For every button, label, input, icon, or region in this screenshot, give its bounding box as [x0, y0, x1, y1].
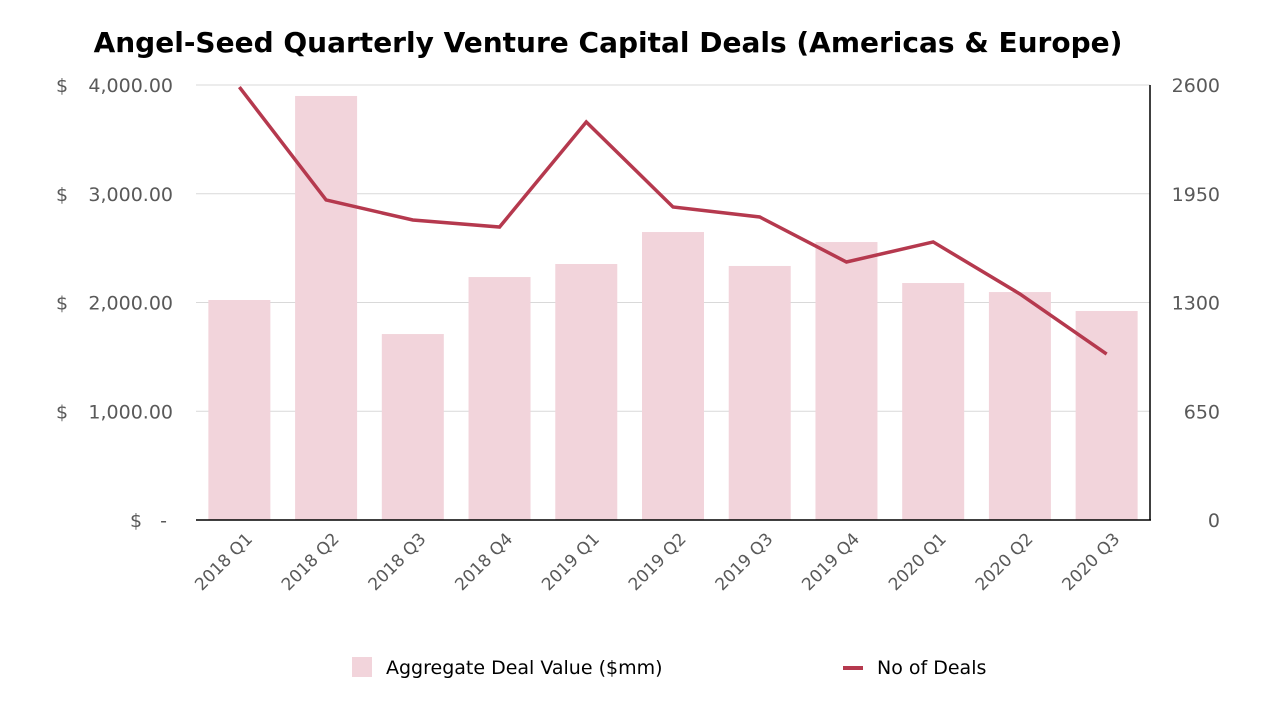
left-tick-currency: $ — [56, 293, 68, 315]
x-axis-ticks: 2018 Q1 2018 Q2 2018 Q3 2018 Q4 2019 Q1 2019 … — [191, 529, 1124, 595]
right-tick-label: 0 — [1208, 510, 1220, 532]
bar-2019-q3 — [728, 265, 791, 520]
bar-2018-q4 — [468, 277, 531, 520]
bar-2018-q3 — [381, 334, 444, 520]
bar-series — [208, 95, 1138, 520]
left-tick-label: 3,000.00 — [88, 184, 173, 206]
left-tick-label: 4,000.00 — [88, 75, 173, 97]
right-tick-label: 1300 — [1172, 293, 1220, 315]
left-axis-ticks: $ -$ 1,000.00$ 2,000.00$ 3,000.00$ 4,000.00 — [56, 75, 173, 532]
bar-2019-q4 — [815, 242, 878, 520]
bar-2019-q1 — [555, 264, 618, 520]
left-tick-currency: $ — [56, 401, 68, 423]
bar-2020-q1 — [902, 283, 965, 520]
legend-label-deal-value: Aggregate Deal Value ($mm) — [386, 657, 663, 679]
legend-swatch-deal-value — [352, 657, 372, 677]
bar-2020-q3 — [1075, 310, 1138, 520]
right-tick-label: 650 — [1184, 401, 1220, 423]
x-tick-label: 2020 Q2 — [972, 529, 1038, 595]
x-tick-label: 2019 Q3 — [712, 529, 778, 595]
x-tick-label: 2018 Q3 — [365, 529, 431, 595]
x-tick-label: 2018 Q2 — [278, 529, 344, 595]
right-tick-label: 2600 — [1172, 75, 1220, 97]
x-tick-label: 2020 Q3 — [1058, 529, 1124, 595]
x-tick-label: 2018 Q1 — [191, 529, 257, 595]
axes — [196, 85, 1151, 521]
left-tick-currency: $ — [56, 184, 68, 206]
right-tick-label: 1950 — [1172, 184, 1220, 206]
left-tick-label: 1,000.00 — [88, 401, 173, 423]
left-tick-currency: $ — [130, 510, 142, 532]
bar-2020-q2 — [988, 292, 1051, 520]
x-tick-label: 2020 Q1 — [885, 529, 951, 595]
right-axis-ticks: 0 650 1300 1950 2600 — [1172, 75, 1220, 532]
bar-2018-q1 — [208, 299, 271, 520]
legend: Aggregate Deal Value ($mm) No of Deals — [352, 657, 986, 679]
left-tick-label: 2,000.00 — [88, 293, 173, 315]
x-tick-label: 2019 Q2 — [625, 529, 691, 595]
left-tick-currency: $ — [56, 75, 68, 97]
legend-label-no-of-deals: No of Deals — [877, 657, 986, 679]
line-series — [237, 85, 1108, 356]
x-tick-label: 2019 Q1 — [538, 529, 604, 595]
bar-2018-q2 — [295, 95, 358, 520]
left-tick-label: - — [160, 510, 167, 532]
x-tick-label: 2018 Q4 — [451, 529, 517, 595]
chart-title: Angel-Seed Quarterly Venture Capital Dea… — [94, 26, 1123, 59]
bar-2019-q2 — [642, 232, 704, 520]
x-tick-label: 2019 Q4 — [798, 529, 864, 595]
